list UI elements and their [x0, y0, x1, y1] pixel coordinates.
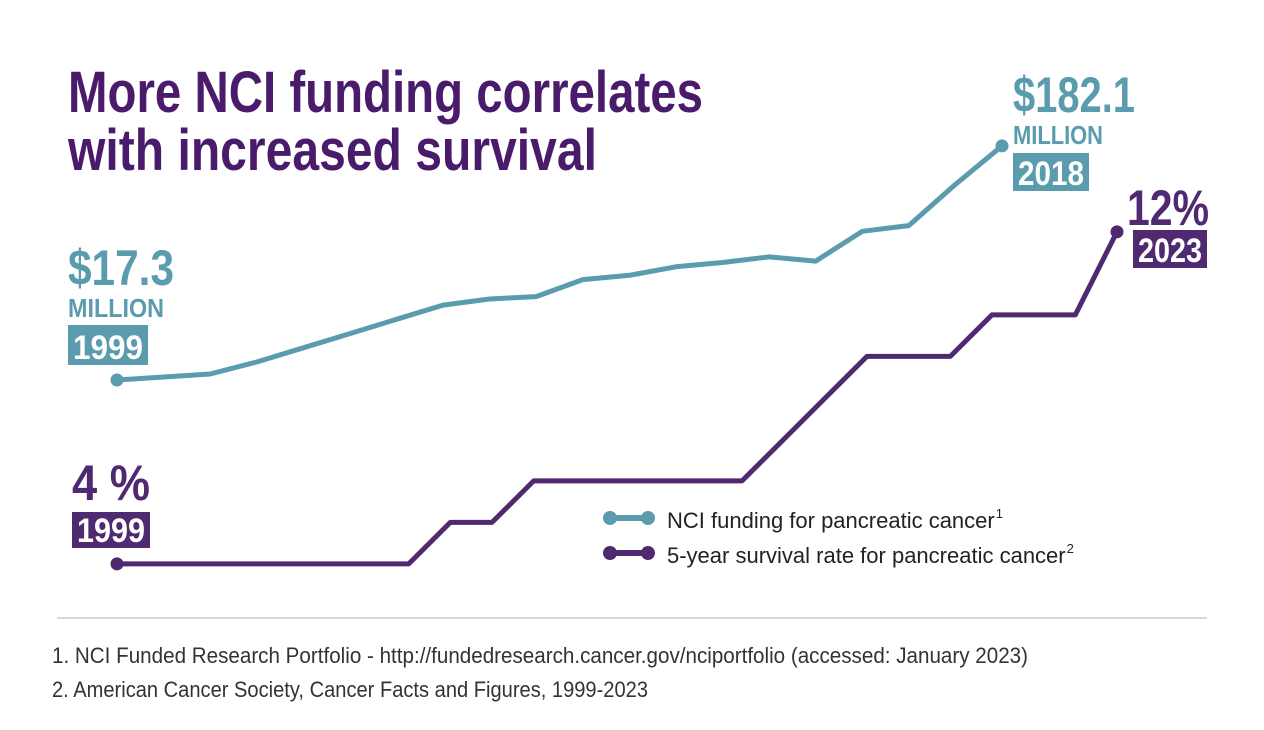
end-value-label: $17.3 [68, 240, 174, 296]
end-unit-label: MILLION [1013, 120, 1103, 150]
end-dot [995, 139, 1009, 153]
footnote: 2. American Cancer Society, Cancer Facts… [52, 677, 648, 702]
legend-label: NCI funding for pancreatic cancer [667, 508, 995, 533]
end-value-label: 4 % [72, 455, 150, 511]
year-box [72, 512, 150, 548]
end-value-label: 12% [1127, 180, 1209, 236]
year-box [68, 325, 148, 365]
year-label: 1999 [77, 512, 145, 550]
year-box [1013, 153, 1089, 191]
year-label: 2018 [1018, 155, 1084, 193]
chart-title: with increased survival [67, 118, 597, 183]
legend-footnote-ref: 1 [996, 506, 1003, 521]
legend-dot [641, 546, 655, 560]
legend-dot [603, 546, 617, 560]
data-line [116, 143, 1004, 383]
year-label: 2023 [1138, 232, 1202, 270]
footnote: 1. NCI Funded Research Portfolio - http:… [52, 643, 1028, 668]
data-line [117, 230, 1120, 567]
end-dot [110, 373, 124, 387]
legend-dot [603, 511, 617, 525]
end-dot [110, 557, 124, 571]
year-label: 1999 [73, 329, 143, 367]
end-value-label: $182.1 [1013, 67, 1135, 123]
year-box [1133, 230, 1207, 268]
legend-footnote-ref: 2 [1067, 541, 1074, 556]
legend-label: 5-year survival rate for pancreatic canc… [667, 543, 1066, 568]
end-dot [1110, 225, 1124, 239]
legend-dot [641, 511, 655, 525]
end-unit-label: MILLION [68, 293, 164, 323]
chart-title: More NCI funding correlates [68, 60, 703, 125]
